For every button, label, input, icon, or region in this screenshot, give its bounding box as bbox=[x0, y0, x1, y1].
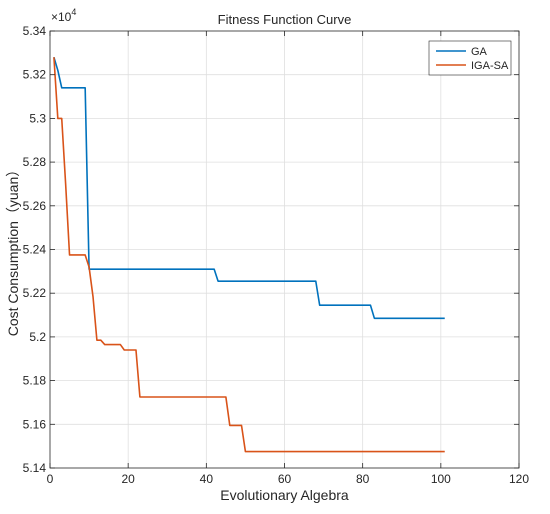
series-line-ga bbox=[53, 56, 445, 320]
y-tick-label: 5.28 bbox=[23, 155, 47, 169]
y-tick-label: 5.18 bbox=[23, 374, 47, 388]
x-tick-label: 60 bbox=[278, 472, 292, 486]
x-tick-label: 100 bbox=[431, 472, 451, 486]
x-tick-labels: 0 20 40 60 80 100 120 bbox=[47, 472, 530, 486]
y-multiplier: ×104 bbox=[51, 7, 76, 24]
legend-label-ga: GA bbox=[471, 46, 488, 58]
y-tick-label: 5.32 bbox=[23, 68, 47, 82]
y-axis-label: Cost Consumption（yuan） bbox=[5, 163, 21, 337]
ticks bbox=[49, 30, 520, 469]
x-axis-label: Evolutionary Algebra bbox=[220, 487, 349, 503]
x-tick-label: 80 bbox=[356, 472, 370, 486]
y-tick-label: 5.2 bbox=[29, 330, 46, 344]
y-tick-label: 5.22 bbox=[23, 286, 47, 300]
legend-label-iga-sa: IGA-SA bbox=[471, 60, 509, 72]
y-tick-labels: 5.14 5.16 5.18 5.2 5.22 5.24 5.26 5.28 5.3 5.32 5.… bbox=[23, 24, 47, 475]
x-tick-label: 0 bbox=[47, 472, 54, 486]
x-tick-label: 40 bbox=[200, 472, 214, 486]
chart-title: Fitness Function Curve bbox=[218, 12, 352, 27]
y-tick-label: 5.34 bbox=[23, 24, 47, 38]
y-tick-label: 5.16 bbox=[23, 417, 47, 431]
y-tick-label: 5.26 bbox=[23, 199, 47, 213]
legend: GA IGA-SA bbox=[428, 40, 512, 76]
legend-box bbox=[428, 40, 512, 76]
grid bbox=[50, 31, 519, 468]
x-tick-label: 20 bbox=[121, 472, 135, 486]
y-multiplier-base: ×10 bbox=[51, 10, 72, 24]
y-tick-label: 5.24 bbox=[23, 243, 47, 257]
y-tick-label: 5.3 bbox=[29, 111, 46, 125]
x-tick-label: 120 bbox=[509, 472, 529, 486]
y-tick-label: 5.14 bbox=[23, 461, 47, 475]
series-line-iga-sa bbox=[53, 57, 445, 453]
y-multiplier-exponent: 4 bbox=[71, 7, 76, 17]
series-layer bbox=[53, 56, 445, 453]
